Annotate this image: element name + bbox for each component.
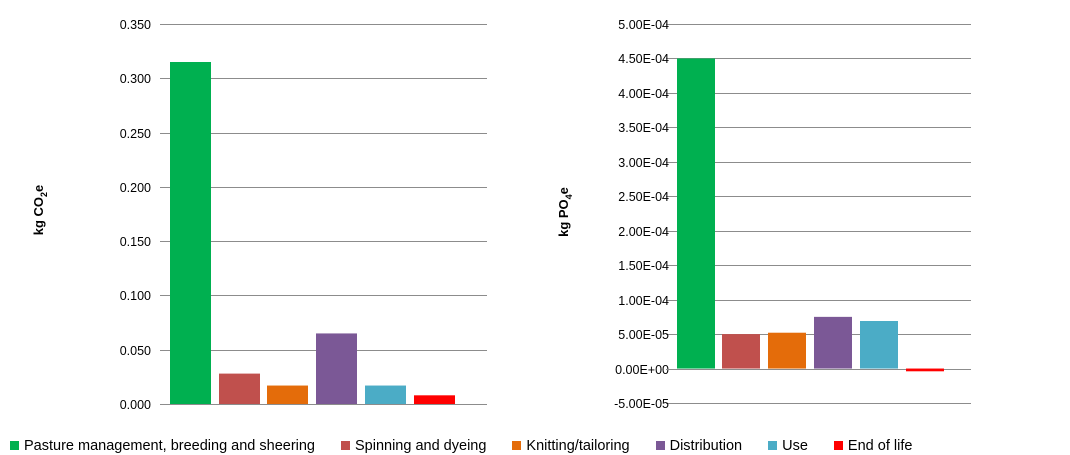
y-tick-label: 2.50E-04 <box>618 190 669 204</box>
bar-knitting <box>768 332 806 369</box>
bar-pasture <box>170 62 211 404</box>
y-tick-label: 2.00E-04 <box>618 225 669 239</box>
y-tick-label: 0.300 <box>120 72 151 86</box>
y-tick-label: 1.00E-04 <box>618 294 669 308</box>
y-tick-label: 0.150 <box>120 235 151 249</box>
y-axis-label: kg CO2e <box>31 185 49 236</box>
po4-chart: -5.00E-05 0.00E+00 5.00E-05 1.00E-04 1.50E-0… <box>556 18 971 411</box>
bar-use <box>365 385 406 404</box>
legend-swatch <box>655 441 665 450</box>
y-tick-label: 4.50E-04 <box>618 52 669 66</box>
legend-label: Spinning and dyeing <box>355 437 487 454</box>
y-tick-label: 0.200 <box>120 181 151 195</box>
bar-end-of-life <box>906 368 944 372</box>
legend-item-knitting: Knitting/tailoring <box>512 437 630 454</box>
y-tick-label: -5.00E-05 <box>614 397 669 411</box>
y-tick-label: 3.00E-04 <box>618 156 669 170</box>
legend-swatch <box>768 441 778 450</box>
y-tick-label: 0.050 <box>120 344 151 358</box>
legend-swatch <box>833 441 843 450</box>
y-tick-label: 4.00E-04 <box>618 87 669 101</box>
legend: Pasture management, breeding and sheerin… <box>0 436 1070 455</box>
bar-pasture <box>677 58 715 369</box>
y-tick-label: 0.350 <box>120 18 151 32</box>
legend-label: Knitting/tailoring <box>526 437 630 454</box>
legend-label: Distribution <box>669 437 743 454</box>
bar-distribution <box>316 333 357 404</box>
legend-item-pasture: Pasture management, breeding and sheerin… <box>10 438 315 454</box>
y-tick-label: 1.50E-04 <box>618 259 669 273</box>
y-tick-label: 0.250 <box>120 127 151 141</box>
bar-knitting <box>267 385 308 404</box>
bar-spinning <box>722 334 760 369</box>
y-tick-label: 0.000 <box>120 398 151 412</box>
bar-distribution <box>814 316 852 369</box>
co2-chart: 0.000 0.050 0.100 0.150 0.200 0.250 0.300 0.350… <box>31 18 487 412</box>
bar-end-of-life <box>414 395 455 404</box>
legend-item-distribution: Distribution <box>655 437 743 454</box>
bar-spinning <box>219 373 260 404</box>
y-tick-label: 5.00E-04 <box>618 18 669 32</box>
legend-item-spinning: Spinning and dyeing <box>341 438 486 454</box>
y-axis-label: kg PO4e <box>556 187 574 237</box>
legend-swatch <box>10 441 19 450</box>
legend-swatch <box>512 441 522 450</box>
legend-swatch <box>341 441 350 450</box>
y-tick-label: 0.00E+00 <box>615 363 669 377</box>
y-tick-label: 3.50E-04 <box>618 121 669 135</box>
bar-use <box>860 320 898 369</box>
y-tick-label: 5.00E-05 <box>618 328 669 342</box>
legend-item-use: Use <box>768 438 808 454</box>
y-tick-label: 0.100 <box>120 289 151 303</box>
legend-label: Use <box>782 437 808 454</box>
legend-item-end-of-life: End of life <box>833 437 913 454</box>
legend-label: End of life <box>847 437 913 454</box>
legend-label: Pasture management, breeding and sheerin… <box>24 437 315 454</box>
